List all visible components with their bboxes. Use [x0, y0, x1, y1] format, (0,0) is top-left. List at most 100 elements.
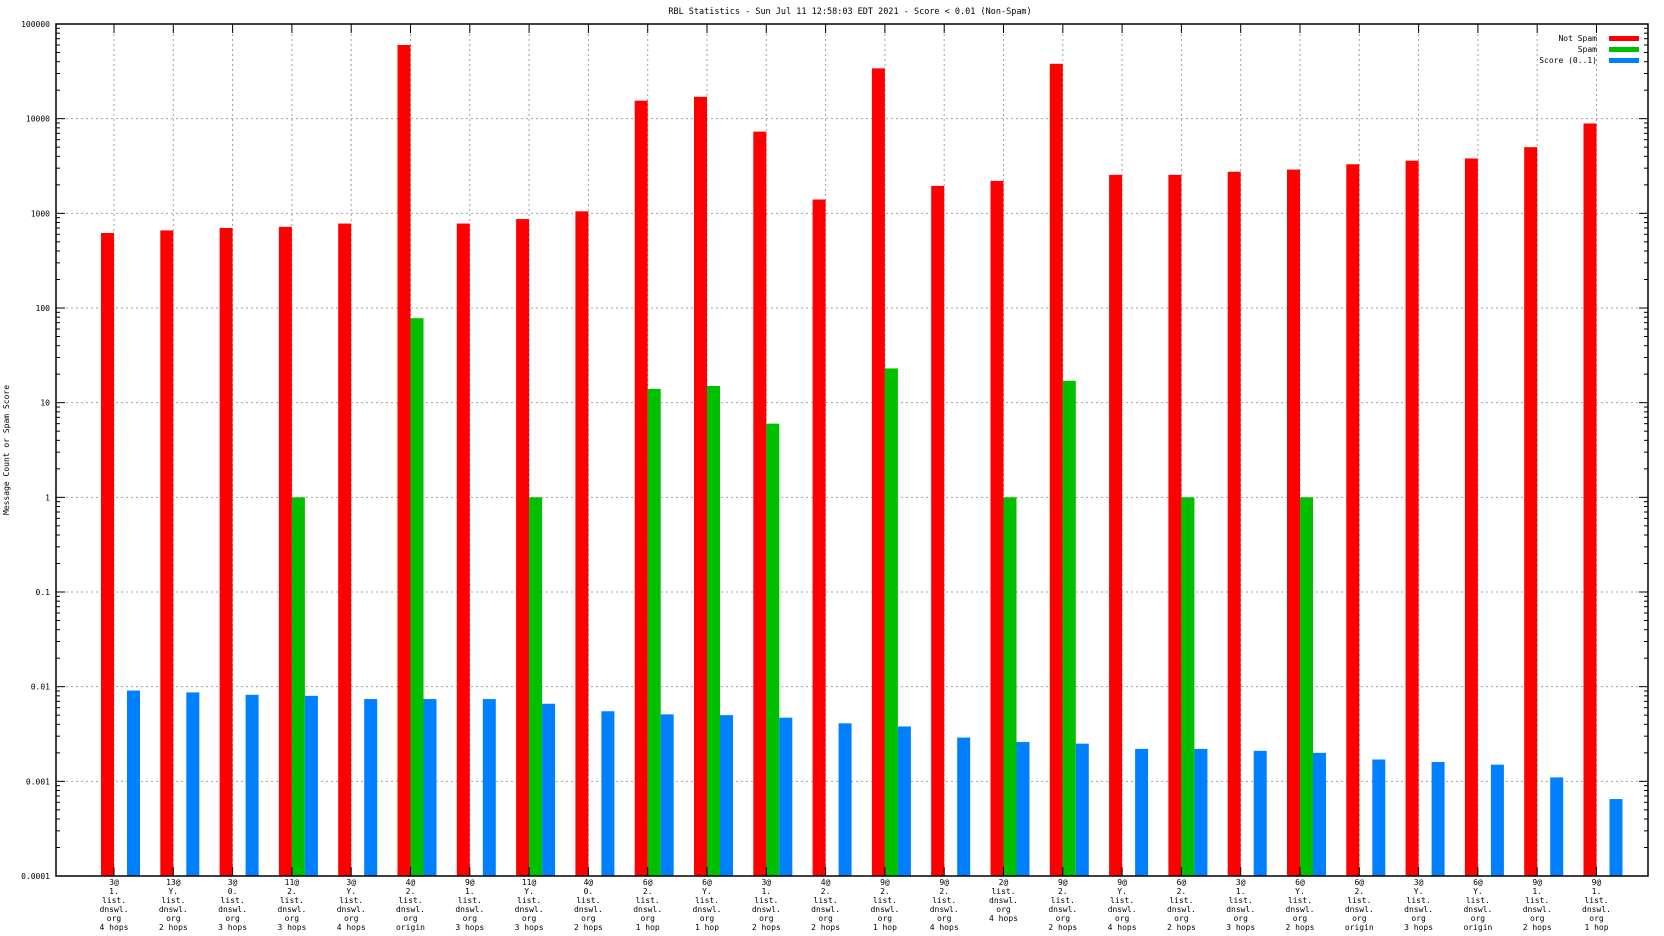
x-tick-label-line: Y. [524, 887, 534, 896]
legend-swatch [1609, 47, 1639, 52]
x-tick-label-line: 6@ [1295, 878, 1305, 887]
x-tick-label-line: 3 hops [218, 923, 247, 932]
x-tick-label-line: org [581, 914, 596, 923]
x-tick-label: 4@ 0. list. dnswl. org 2 hops [574, 878, 603, 932]
bar-score [186, 692, 200, 876]
x-tick-label-line: 11@ [522, 878, 537, 887]
x-tick-label-line: 2. [1058, 887, 1068, 896]
x-tick-label-line: list. [221, 896, 245, 905]
bar-score [601, 711, 615, 876]
x-tick-label: 3@ 1. list. dnswl. org 4 hops [100, 878, 129, 932]
x-tick-label-line: org [166, 914, 181, 923]
bar-spam [291, 497, 305, 876]
x-tick-label-line: dnswl. [455, 905, 484, 914]
x-tick-label-line: dnswl. [633, 905, 662, 914]
x-tick-label-line: 6@ [643, 878, 653, 887]
bar-score [1372, 759, 1386, 876]
y-tick-label: 100000 [21, 20, 50, 29]
bar-not-spam [516, 219, 530, 876]
bar-not-spam [575, 211, 589, 877]
x-tick-label-line: 1. [1236, 887, 1246, 896]
x-tick-label-line: list. [339, 896, 363, 905]
x-tick-label-line: 1. [761, 887, 771, 896]
bar-spam [884, 368, 898, 876]
x-tick-label-line: dnswl. [159, 905, 188, 914]
bar-score [897, 726, 911, 876]
bar-spam [1300, 497, 1313, 876]
x-tick-label-line: 3 hops [455, 923, 484, 932]
x-tick-label-line: 1. [465, 887, 475, 896]
bar-not-spam [1524, 147, 1538, 876]
bar-score [779, 717, 793, 876]
bar-not-spam [1346, 164, 1360, 877]
x-tick-label: 9@ 1. list. dnswl. org 1 hop [1582, 878, 1611, 932]
plot-border [55, 23, 1649, 877]
x-tick-label: 3@ Y. list. dnswl. org 4 hops [337, 878, 366, 932]
x-tick-label-line: org [1056, 914, 1071, 923]
x-tick-label-line: org [937, 914, 952, 923]
x-tick-label-line: 11@ [285, 878, 300, 887]
x-tick-label-line: 3@ [761, 878, 771, 887]
x-tick-label-line: dnswl. [1582, 905, 1611, 914]
y-tick-label: 0.1 [36, 588, 51, 597]
x-tick-label: 6@ Y. list. dnswl. org origin [1463, 878, 1492, 932]
bar-score [838, 723, 852, 876]
y-tick-label: 10 [40, 399, 50, 408]
legend-label: Not Spam [1558, 34, 1597, 43]
x-tick-label: 9@ 1. list. dnswl. org 3 hops [455, 878, 484, 932]
x-tick-label-line: 2. [821, 887, 831, 896]
legend-swatch [1609, 36, 1639, 41]
x-tick-label-line: 6@ [1473, 878, 1483, 887]
bar-not-spam [1227, 171, 1241, 876]
x-tick-label-line: list. [814, 896, 838, 905]
x-tick-label-line: 3 hops [277, 923, 306, 932]
x-tick-label: 9@ 2. list. dnswl. org 4 hops [930, 878, 959, 932]
x-tick-label-line: 4 hops [989, 914, 1018, 923]
x-tick-label-line: 1 hop [636, 923, 660, 932]
x-tick-label-line: Y. [346, 887, 356, 896]
x-tick-label-line: 9@ [1117, 878, 1127, 887]
x-tick-label-line: list. [1229, 896, 1253, 905]
bar-not-spam [1168, 174, 1182, 876]
x-tick-label-line: 1. [1532, 887, 1542, 896]
x-tick-label-line: dnswl. [1048, 905, 1077, 914]
x-tick-label: 6@ 2. list. dnswl. org 2 hops [1167, 878, 1196, 932]
x-tick-label-line: org [403, 914, 418, 923]
x-tick-label-line: dnswl. [1108, 905, 1137, 914]
bar-score [1609, 799, 1623, 876]
x-tick-label-line: dnswl. [277, 905, 306, 914]
x-tick-label-line: 4 hops [337, 923, 366, 932]
x-tick-label: 9@ 2. list. dnswl. org 2 hops [1048, 878, 1077, 932]
x-tick-label-line: 4@ [821, 878, 831, 887]
x-tick-label-line: org [463, 914, 478, 923]
x-tick-label-line: dnswl. [870, 905, 899, 914]
x-tick-label: 11@ 2. list. dnswl. org 3 hops [277, 878, 306, 932]
x-tick-label-line: 6@ [1177, 878, 1187, 887]
x-tick-label-line: 2. [1354, 887, 1364, 896]
x-tick-label-line: dnswl. [515, 905, 544, 914]
x-tick-label-line: 3 hops [515, 923, 544, 932]
x-tick-label-line: 3 hops [1404, 923, 1433, 932]
x-tick-label-line: origin [396, 923, 425, 932]
bar-not-spam [634, 100, 648, 876]
x-tick-label-line: org [1530, 914, 1545, 923]
x-tick-label: 3@ Y. list. dnswl. org 3 hops [1404, 878, 1433, 932]
bar-score [1490, 764, 1504, 876]
bar-spam [529, 497, 543, 876]
x-tick-label-line: org [1115, 914, 1130, 923]
x-tick-label-line: list. [754, 896, 778, 905]
bar-spam [410, 318, 424, 876]
x-tick-label-line: Y. [1473, 887, 1483, 896]
x-tick-label-line: dnswl. [989, 896, 1018, 905]
x-tick-label-line: dnswl. [1226, 905, 1255, 914]
bar-score [1550, 777, 1564, 876]
legend-label: Score (0..1) [1539, 56, 1597, 65]
x-tick-label-line: 4 hops [100, 923, 129, 932]
bar-score [245, 694, 259, 876]
x-tick-label: 9@ 2. list. dnswl. org 1 hop [870, 878, 899, 932]
x-tick-label-line: list. [636, 896, 660, 905]
bar-not-spam [160, 230, 174, 876]
bar-spam [707, 385, 720, 876]
x-tick-label: 3@ 1. list. dnswl. org 3 hops [1226, 878, 1255, 932]
